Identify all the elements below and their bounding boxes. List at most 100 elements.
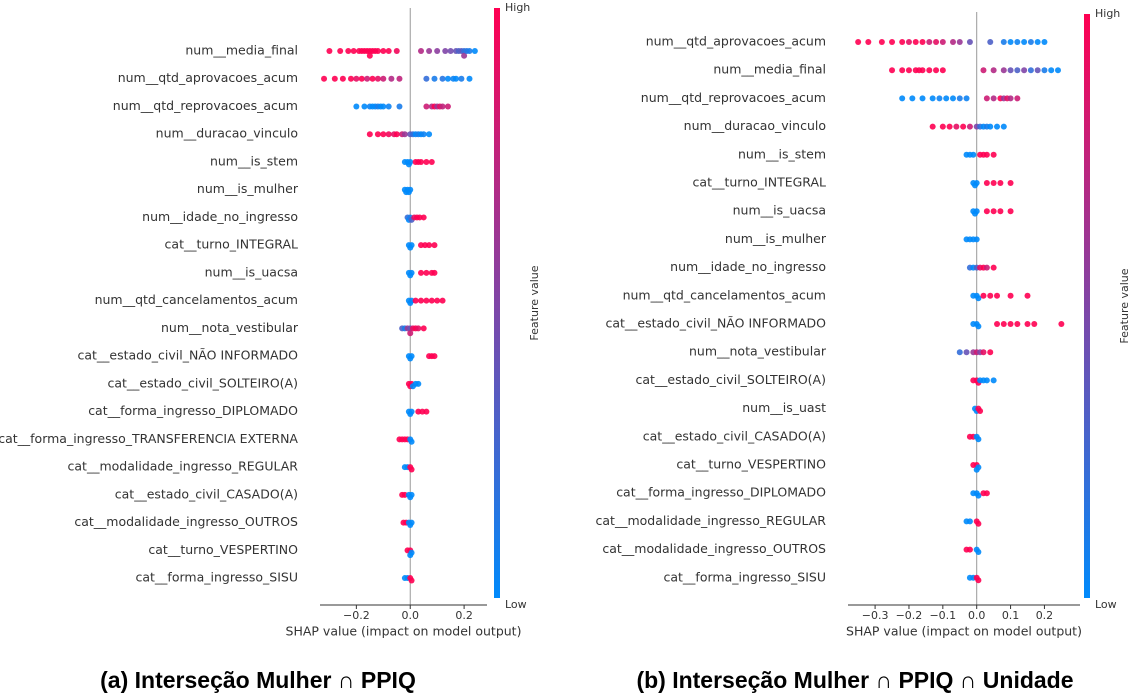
shap-dot — [1007, 180, 1014, 186]
shap-dot — [423, 158, 430, 165]
caption: (a) Interseção Mulher ∩ PPIQ — [100, 667, 416, 693]
x-tick-label: 0.2 — [455, 609, 473, 622]
feature-label: cat__forma_ingresso_TRANSFERENCIA EXTERN… — [0, 431, 298, 446]
shap-dot — [366, 131, 373, 138]
feature-label: cat__forma_ingresso_SISU — [136, 570, 299, 585]
colorbar-low: Low — [505, 598, 527, 611]
shap-dot — [949, 39, 956, 45]
shap-dot — [434, 48, 441, 54]
feature-label: num__is_mulher — [725, 231, 827, 246]
feature-label: cat__forma_ingresso_DIPLOMADO — [616, 485, 826, 500]
shap-dot — [878, 39, 885, 45]
shap-dot — [396, 75, 403, 82]
shap-dot — [990, 67, 997, 74]
shap-dot — [926, 39, 933, 45]
colorbar-high: High — [1095, 7, 1120, 20]
shap-dot — [1041, 67, 1048, 74]
shap-dot — [933, 67, 940, 74]
shap-dot — [1007, 39, 1014, 45]
shap-dot — [380, 48, 387, 54]
shap-dot — [975, 464, 982, 471]
feature-label: num__is_stem — [210, 153, 298, 168]
shap-dot — [431, 242, 438, 249]
shap-dot — [939, 39, 946, 45]
shap-dot — [412, 297, 419, 304]
shap-dot — [423, 75, 430, 82]
feature-label: cat__forma_ingresso_SISU — [664, 569, 827, 584]
shap-dot — [407, 330, 414, 337]
feature-label: num__is_mulher — [197, 181, 299, 196]
shap-dot — [388, 75, 395, 82]
shap-dot — [983, 151, 990, 158]
shap-dot — [975, 295, 982, 302]
shap-dot — [1000, 39, 1007, 45]
shap-dot — [366, 52, 373, 59]
shap-dot — [337, 48, 344, 54]
feature-label: num__qtd_aprovacoes_acum — [118, 70, 298, 85]
shap-dot — [963, 349, 970, 356]
feature-label: cat__modalidade_ingresso_REGULAR — [68, 459, 299, 474]
shap-dot — [1024, 292, 1031, 299]
shap-dot — [987, 349, 994, 356]
feature-label: cat__turno_INTEGRAL — [693, 175, 826, 190]
shap-dot — [963, 95, 970, 102]
colorbar-label: Feature value — [528, 265, 541, 340]
x-tick-label: 0.0 — [968, 609, 986, 622]
feature-label: cat__forma_ingresso_DIPLOMADO — [88, 403, 298, 418]
shap-dot — [939, 123, 946, 130]
shap-dot — [431, 353, 438, 360]
shap-dot — [936, 95, 943, 102]
shap-dot — [983, 95, 990, 102]
shap-dot — [401, 131, 408, 138]
shap-dot — [973, 180, 980, 186]
shap-dot — [444, 75, 451, 82]
shap-dot — [899, 39, 906, 45]
shap-dot — [1000, 321, 1007, 327]
shap-dot — [1041, 39, 1048, 45]
shap-dot — [1031, 321, 1038, 327]
shap-dot — [321, 75, 328, 82]
shap-dot — [420, 325, 427, 332]
shap-dot — [966, 39, 973, 45]
shap-dot — [423, 269, 430, 276]
feature-label: num__media_final — [185, 43, 298, 58]
shap-dot — [977, 408, 984, 414]
shap-dot — [990, 264, 997, 271]
x-tick-label: −0.1 — [929, 609, 956, 622]
shap-dot — [994, 321, 1001, 327]
shap-dot — [439, 103, 446, 110]
feature-label: num__is_stem — [738, 146, 826, 161]
shap-dot — [990, 95, 997, 102]
shap-dot — [1024, 321, 1031, 327]
shap-dot — [983, 208, 990, 215]
shap-dot — [326, 48, 333, 54]
shap-dot — [385, 103, 392, 110]
feature-label: cat__estado_civil_SOLTEIRO(A) — [107, 375, 298, 390]
shap-dot — [926, 67, 933, 74]
shap-dot — [975, 323, 982, 330]
shap-dot — [949, 95, 956, 102]
feature-label: cat__modalidade_ingresso_OUTROS — [602, 541, 826, 556]
shap-dot — [426, 242, 433, 249]
shap-dot — [415, 325, 422, 332]
x-tick-label: 0.1 — [1002, 609, 1020, 622]
colorbar — [494, 8, 500, 598]
feature-label: num__qtd_reprovacoes_acum — [113, 98, 298, 113]
x-tick-label: −0.2 — [896, 609, 923, 622]
colorbar-low: Low — [1095, 598, 1117, 611]
shap-dot — [369, 75, 376, 82]
shap-dot — [428, 297, 435, 304]
shap-dot — [418, 158, 425, 165]
shap-dot — [1027, 39, 1034, 45]
feature-label: cat__estado_civil_NÃO INFORMADO — [605, 316, 826, 331]
shap-dot — [909, 95, 916, 102]
shap-dot — [855, 39, 862, 45]
shap-dot — [380, 103, 387, 110]
shap-dot — [393, 131, 400, 138]
colorbar-label: Feature value — [1118, 268, 1131, 343]
shap-dot — [364, 75, 371, 82]
feature-label: num__duracao_vinculo — [156, 126, 298, 141]
feature-label: cat__modalidade_ingresso_OUTROS — [74, 514, 298, 529]
shap-dot — [466, 48, 473, 54]
colorbar-high: High — [505, 1, 530, 14]
